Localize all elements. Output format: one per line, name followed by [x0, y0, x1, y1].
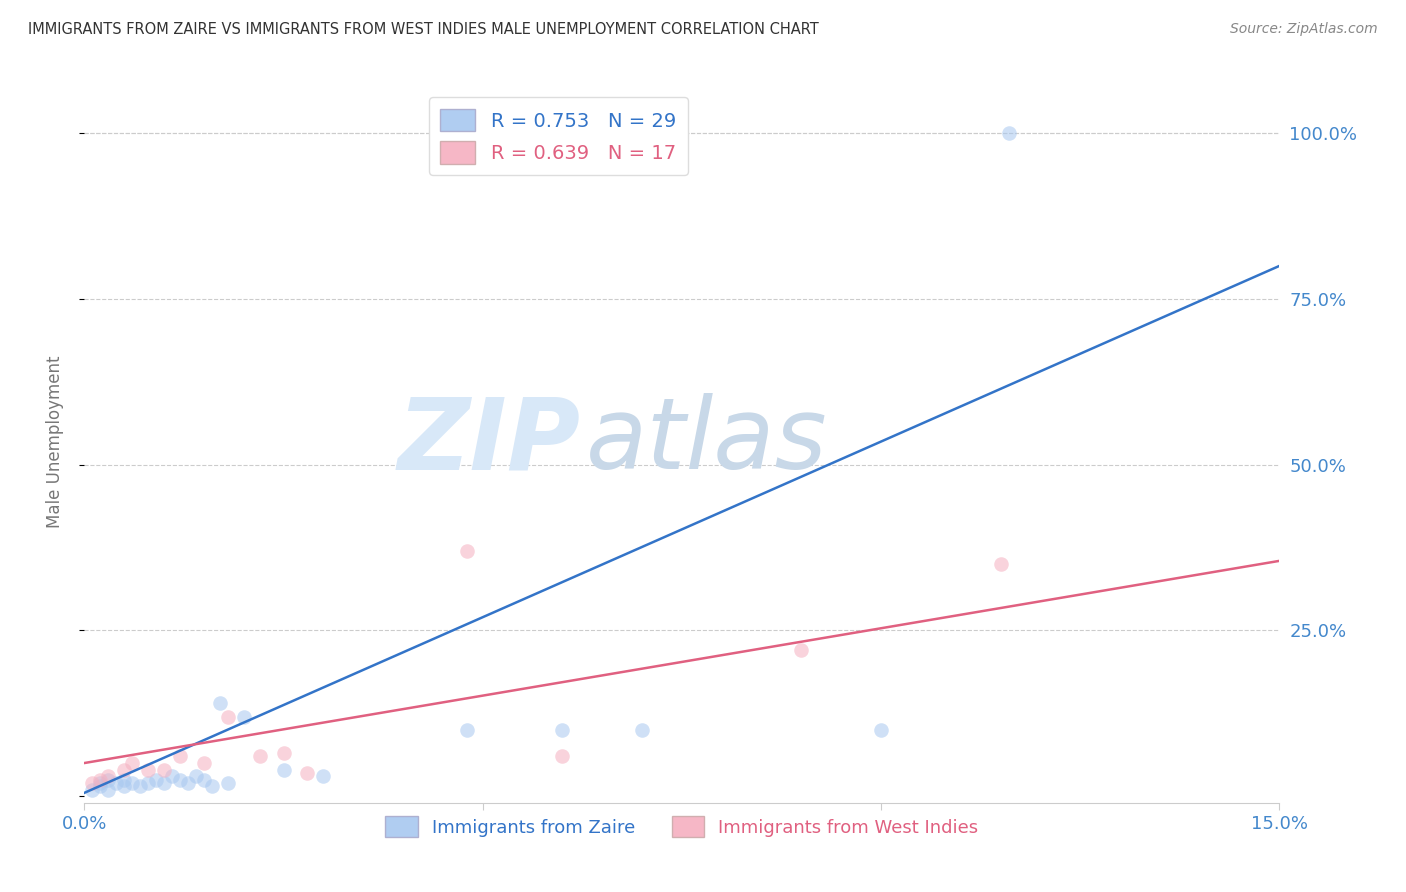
Point — [136, 776, 159, 790]
Point — [145, 772, 167, 787]
Point — [997, 126, 1019, 140]
Legend: Immigrants from Zaire, Immigrants from West Indies: Immigrants from Zaire, Immigrants from W… — [378, 809, 986, 845]
Point — [97, 782, 120, 797]
Point — [193, 756, 215, 770]
Point — [870, 723, 893, 737]
Point — [193, 772, 215, 787]
Point — [112, 763, 135, 777]
Point — [153, 776, 176, 790]
Point — [273, 763, 295, 777]
Point — [121, 756, 143, 770]
Point — [129, 779, 152, 793]
Point — [169, 749, 191, 764]
Point — [551, 723, 574, 737]
Point — [456, 723, 478, 737]
Text: IMMIGRANTS FROM ZAIRE VS IMMIGRANTS FROM WEST INDIES MALE UNEMPLOYMENT CORRELATI: IMMIGRANTS FROM ZAIRE VS IMMIGRANTS FROM… — [28, 22, 818, 37]
Text: atlas: atlas — [586, 393, 828, 490]
Point — [105, 776, 128, 790]
Point — [136, 763, 159, 777]
Point — [177, 776, 200, 790]
Point — [82, 776, 104, 790]
Point — [97, 769, 120, 783]
Point — [201, 779, 224, 793]
Point — [312, 769, 335, 783]
Point — [153, 763, 176, 777]
Point — [551, 749, 574, 764]
Y-axis label: Male Unemployment: Male Unemployment — [45, 355, 63, 528]
Text: Source: ZipAtlas.com: Source: ZipAtlas.com — [1230, 22, 1378, 37]
Text: ZIP: ZIP — [398, 393, 581, 490]
Point — [217, 776, 239, 790]
Point — [217, 709, 239, 723]
Point — [89, 772, 111, 787]
Point — [232, 709, 254, 723]
Point — [631, 723, 654, 737]
Point — [790, 643, 813, 657]
Point — [297, 766, 319, 780]
Point — [112, 779, 135, 793]
Point — [160, 769, 183, 783]
Point — [456, 544, 478, 558]
Point — [273, 746, 295, 760]
Point — [990, 557, 1012, 571]
Point — [184, 769, 207, 783]
Point — [208, 697, 231, 711]
Point — [97, 772, 120, 787]
Point — [249, 749, 271, 764]
Point — [121, 776, 143, 790]
Point — [82, 782, 104, 797]
Point — [169, 772, 191, 787]
Point — [112, 772, 135, 787]
Point — [89, 779, 111, 793]
Point — [89, 776, 111, 790]
